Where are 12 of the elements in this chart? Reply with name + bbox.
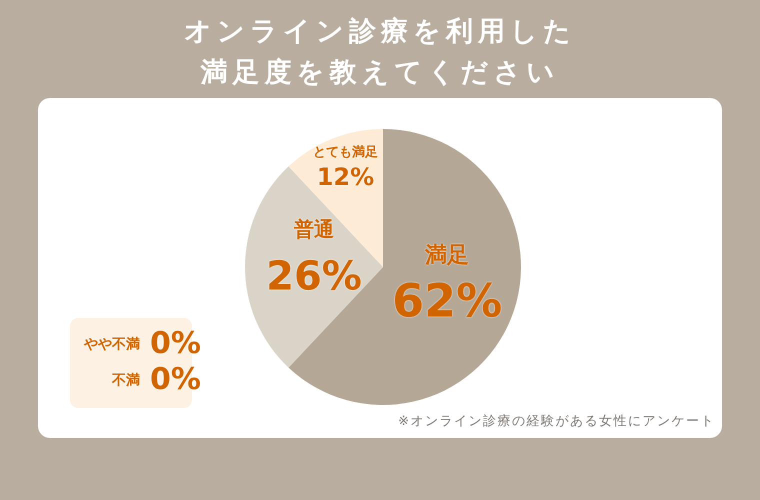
category-label: やや不満	[84, 336, 140, 353]
data-label: 12%	[316, 162, 374, 191]
slice-label: 普通	[293, 217, 334, 242]
text: ※オンライン診療の経験がある女性にアンケート	[398, 413, 715, 430]
category-label: 不満	[112, 372, 140, 389]
slice-label: とても満足	[312, 144, 378, 160]
text: 0%	[150, 362, 201, 397]
chart-title: オンライン診療を利用した満足度を教えてください	[183, 15, 577, 90]
slice-label: 満足	[424, 243, 470, 268]
data-label: 62%	[392, 273, 502, 328]
text: 0%	[150, 326, 201, 361]
data-label: 26%	[266, 253, 362, 300]
